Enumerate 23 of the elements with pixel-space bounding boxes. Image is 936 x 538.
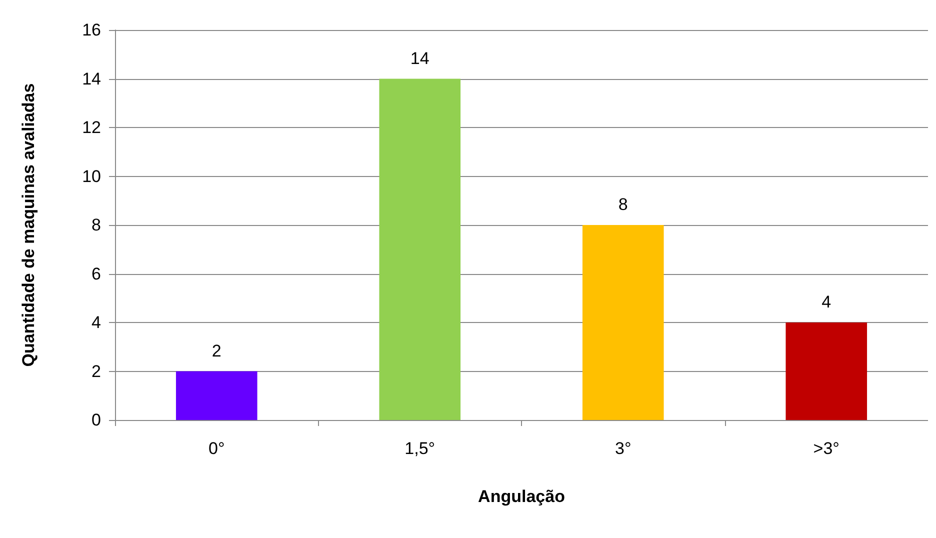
data-label: 8 [618, 195, 628, 214]
x-axis-title: Angulação [478, 487, 565, 506]
data-label: 14 [410, 48, 430, 68]
y-tick-label: 6 [92, 264, 101, 284]
x-tick-label: 3° [614, 439, 632, 458]
y-tick-label: 0 [92, 410, 101, 430]
bar [379, 78, 461, 420]
data-label: 4 [822, 292, 832, 312]
bar [176, 371, 258, 420]
bar [786, 322, 868, 420]
y-tick-label: 12 [82, 118, 101, 137]
y-tick-label: 8 [92, 216, 101, 234]
data-label: 2 [212, 341, 222, 360]
x-tick-label: 0° [208, 439, 225, 458]
y-tick-label: 2 [92, 362, 101, 381]
bar [582, 225, 664, 420]
x-tick-label: 1,5° [404, 439, 436, 458]
y-axis-title: Quantidade de maquinas avaliadas [19, 83, 38, 367]
y-tick-label: 10 [82, 166, 101, 186]
y-tick-label: 14 [82, 69, 101, 88]
x-tick-label: >3° [813, 439, 840, 458]
y-tick-label: 16 [82, 20, 101, 40]
y-tick-label: 4 [92, 313, 101, 332]
